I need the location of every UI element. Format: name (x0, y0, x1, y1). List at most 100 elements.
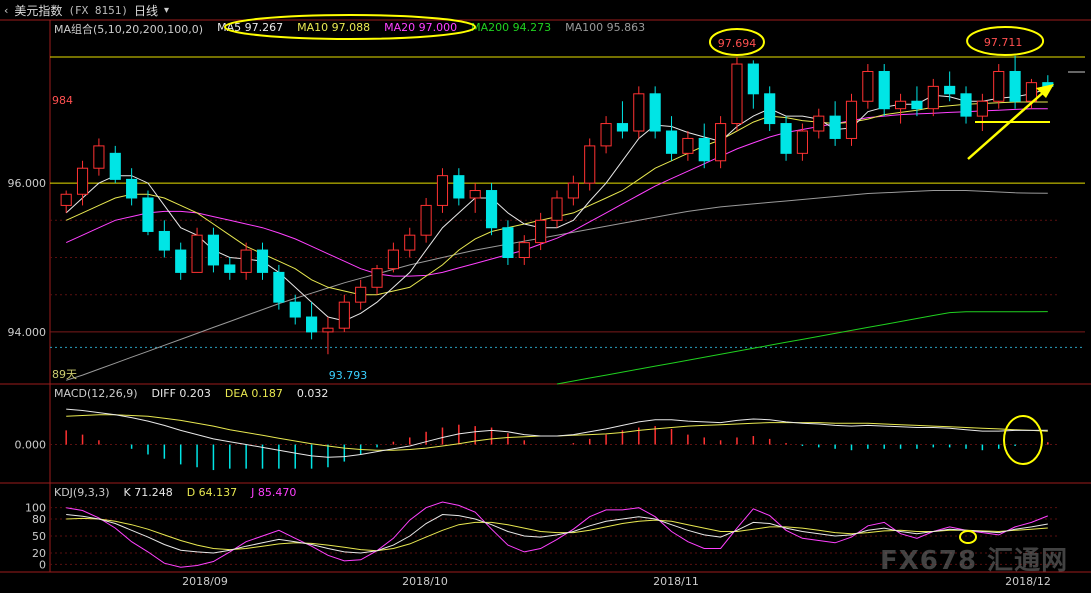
candle-body (518, 242, 530, 259)
candle-body (191, 234, 203, 273)
ma200-line (556, 311, 1048, 385)
candle-body (845, 100, 858, 139)
kdj-legend: KDJ(9,3,3) K 71.248 D 64.137 J 85.470 (54, 486, 296, 499)
kdj-k-line (66, 513, 1048, 554)
candle-body (698, 137, 710, 162)
candle-body (207, 234, 219, 266)
ma200-value: MA200 94.273 (471, 21, 552, 34)
high-label-2: 97.711 (984, 36, 1023, 49)
high-2-circle (966, 26, 1045, 56)
low-label: 93.793 (329, 369, 368, 382)
kdj-k-value: K 71.248 (123, 486, 173, 499)
instrument-code: (FX 8151) (68, 3, 129, 17)
kdj-y-tick: 0 (39, 558, 46, 571)
candle-body (649, 93, 661, 132)
candle-body (126, 178, 138, 199)
candle-body (420, 204, 432, 236)
candle-body (142, 197, 154, 232)
candle-body (747, 63, 759, 95)
kdj-d-line (66, 517, 1048, 552)
candle-body (616, 123, 629, 132)
ma-group-label[interactable]: MA组合(5,10,20,200,100,0) (54, 23, 204, 36)
macd-dea-value: DEA 0.187 (224, 387, 283, 400)
instrument-title[interactable]: 美元指数 (14, 3, 63, 18)
ma-legend-circle (224, 14, 476, 40)
kdj-label[interactable]: KDJ(9,3,3) (54, 486, 110, 499)
ma10-value: MA10 97.088 (297, 21, 371, 34)
ma100-value: MA100 95.863 (565, 21, 646, 34)
candle-body (1009, 70, 1021, 102)
watermark-logo: FX678 汇通网 (880, 546, 1069, 576)
candle-body (306, 316, 318, 333)
candle-body (76, 167, 89, 195)
candle-body (338, 301, 350, 329)
candle-body (796, 130, 808, 154)
high-label-1: 97.694 (718, 37, 757, 50)
candle-body (960, 93, 972, 117)
macd-diff-line (66, 408, 1048, 458)
candle-body (404, 234, 416, 251)
kdj-y-tick: 100 (25, 502, 46, 515)
trend-arrowhead (1036, 84, 1054, 98)
candle-body (256, 249, 269, 273)
candle-body (371, 268, 383, 288)
candle-body (862, 70, 874, 102)
candle-body (93, 145, 105, 169)
candle-body (682, 137, 694, 154)
candle-body (731, 63, 743, 125)
candle-body (976, 100, 988, 117)
macd-histogram-value: 0.032 (296, 387, 329, 400)
candle-body (453, 175, 465, 199)
kdj-y-tick: 50 (32, 530, 46, 543)
candle-body (944, 85, 956, 95)
candle-body (665, 130, 678, 154)
days-label: 89天 (52, 368, 77, 381)
macd-label[interactable]: MACD(12,26,9) (54, 387, 138, 400)
x-tick-label: 2018/10 (402, 575, 448, 588)
candle-body (273, 271, 285, 303)
macd-diff-value: DIFF 0.203 (151, 387, 211, 400)
x-tick-label: 2018/12 (1005, 575, 1051, 588)
macd-y-tick: 0.000 (15, 439, 47, 452)
left-value-label: 984 (52, 94, 73, 107)
x-tick-label: 2018/09 (182, 575, 228, 588)
back-icon[interactable]: ‹ (4, 3, 9, 17)
period-selector[interactable]: 日线 (134, 3, 159, 18)
candle-body (911, 100, 923, 110)
candle-body (764, 93, 776, 125)
candle-body (567, 182, 579, 199)
kdj-d-value: D 64.137 (186, 486, 238, 499)
candle-body (813, 115, 825, 132)
macd-cross-circle (1003, 415, 1043, 465)
trend-arrow-line (967, 89, 1047, 160)
kdj-cross-circle (959, 530, 977, 544)
candle-body (633, 93, 645, 132)
chevron-down-icon[interactable]: ▾ (164, 4, 170, 16)
candle-body (829, 115, 841, 139)
candle-body (60, 193, 72, 206)
kdj-y-tick: 20 (32, 547, 46, 560)
candle-body (289, 301, 301, 318)
candle-body (224, 264, 236, 273)
y-tick-label: 96.000 (8, 177, 47, 190)
candle-body (158, 230, 170, 251)
candle-body (436, 175, 449, 206)
kdj-y-tick: 80 (32, 513, 46, 526)
candle-body (895, 100, 907, 110)
y-tick-label: 94.000 (8, 326, 47, 339)
candle-body (715, 123, 727, 162)
candle-body (469, 190, 481, 199)
title-bar: ‹ 美元指数 (FX 8151) 日线 ▾ (0, 0, 1091, 20)
high-1-circle (708, 28, 765, 56)
candle-body (109, 152, 121, 180)
candle-body (600, 123, 612, 147)
candle-body (485, 190, 498, 229)
candle-body (535, 219, 547, 244)
x-tick-label: 2018/11 (653, 575, 699, 588)
kdj-j-line (66, 501, 1048, 568)
candle-body (175, 249, 187, 273)
candle-body (387, 249, 399, 270)
kdj-j-value: J 85.470 (251, 486, 297, 499)
candle-body (355, 286, 367, 303)
